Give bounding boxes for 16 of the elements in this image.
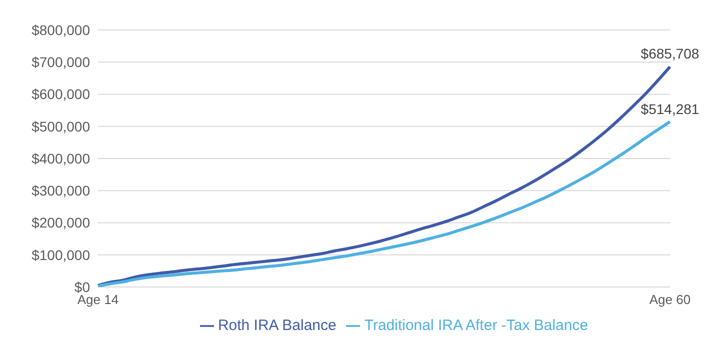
line-series xyxy=(96,120,672,287)
legend-label: Roth IRA Balance xyxy=(218,317,336,334)
y-tick-label: $100,000 xyxy=(32,246,90,263)
y-tick-label: $200,000 xyxy=(32,214,90,231)
y-tick-label: $500,000 xyxy=(32,118,90,134)
y-tick-label: $600,000 xyxy=(32,86,90,102)
y-tick-label: $300,000 xyxy=(32,182,90,199)
legend-label: Traditional IRA After -Tax Balance xyxy=(364,317,588,334)
y-tick-label: $800,000 xyxy=(32,22,90,38)
data-label: $514,281 xyxy=(640,100,700,117)
data-label: $685,708 xyxy=(640,46,700,62)
y-tick-label: $0 xyxy=(74,278,90,295)
x-tick-label: Age 60 xyxy=(649,292,691,308)
y-tick-label: $400,000 xyxy=(32,150,90,166)
x-tick-label: Age 14 xyxy=(77,292,119,308)
y-tick-label: $700,000 xyxy=(32,54,90,70)
